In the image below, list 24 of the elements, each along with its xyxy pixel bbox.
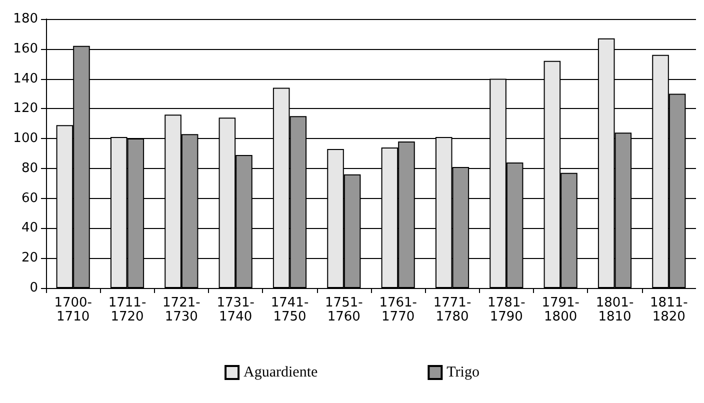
x-tick-label: 1700-1710 <box>54 296 92 324</box>
legend-label: Aguardiente <box>244 364 318 380</box>
y-tick-label: 100 <box>13 131 38 146</box>
x-tick-label: 1811-1820 <box>650 296 688 324</box>
legend-label: Trigo <box>446 364 480 380</box>
y-tick-label: 60 <box>21 190 38 206</box>
y-tick-label: 120 <box>13 101 38 116</box>
y-tick-label: 20 <box>21 250 38 266</box>
y-tick-label: 80 <box>21 160 38 176</box>
y-tick-label: 180 <box>13 12 38 26</box>
x-tick-label: 1751-1760 <box>325 296 364 324</box>
x-tick-label: 1721-1730 <box>162 296 201 324</box>
y-tick-label: 0 <box>30 280 38 296</box>
y-tick-label: 160 <box>13 41 38 56</box>
x-tick-label: 1771-1780 <box>433 296 472 324</box>
x-tick-label: 1791-1800 <box>542 296 580 324</box>
x-tick-label: 1801-1810 <box>596 296 634 324</box>
x-tick-label: 1761-1770 <box>379 296 418 324</box>
x-tick-label: 1781-1790 <box>488 296 526 324</box>
x-tick-label: 1741-1750 <box>270 296 309 324</box>
x-tick-label: 1711-1720 <box>108 296 146 324</box>
y-tick-label: 140 <box>13 71 38 86</box>
y-tick-label: 40 <box>21 220 38 236</box>
x-tick-label: 1731-1740 <box>216 296 255 324</box>
